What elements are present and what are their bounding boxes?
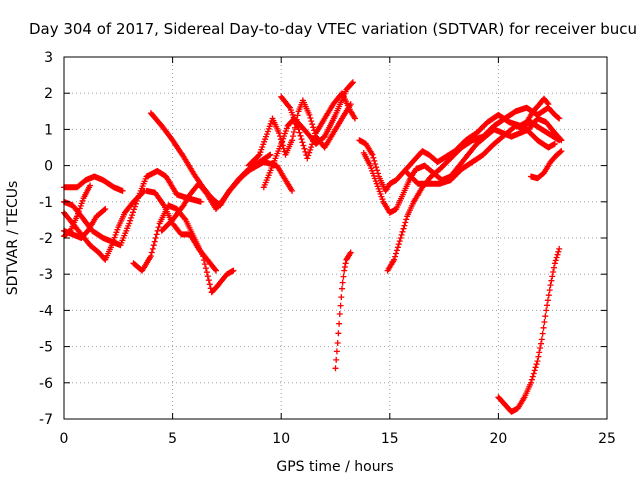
y-tick-label: 2	[44, 86, 53, 102]
y-tick-label: 3	[44, 50, 53, 66]
x-tick-label: 20	[489, 431, 507, 447]
data-series-markers	[360, 115, 565, 216]
data-series-markers	[130, 202, 237, 296]
x-tick-label: 15	[381, 431, 399, 447]
x-tick-label: 0	[60, 431, 69, 447]
y-tick-label: -5	[39, 340, 53, 356]
data-marks	[61, 79, 565, 415]
chart-title: Day 304 of 2017, Sidereal Day-to-day VTE…	[29, 20, 637, 38]
y-tick-label: -2	[39, 231, 53, 247]
axis-ticks: 0 5 10 15 20 25 -7 -6 -5 -4 -3 -2 -1 0 1 2 3	[39, 50, 616, 447]
data-series-markers	[528, 148, 565, 182]
data-series-markers	[332, 249, 354, 372]
y-tick-label: -7	[39, 412, 53, 428]
data-series-markers	[384, 104, 563, 274]
y-axis-label: SDTVAR / TECUs	[5, 181, 21, 296]
x-axis-label: GPS time / hours	[276, 459, 393, 475]
y-tick-label: 0	[44, 159, 53, 175]
y-tick-label: 1	[44, 122, 53, 138]
y-tick-label: -6	[39, 376, 53, 392]
x-tick-label: 5	[168, 431, 177, 447]
data-series-markers	[495, 245, 563, 415]
data-series-markers	[517, 95, 552, 129]
y-tick-label: -1	[39, 195, 53, 211]
data-series-markers	[143, 187, 219, 274]
data-series-markers	[61, 173, 126, 194]
data-series-markers	[278, 90, 358, 162]
y-tick-label: -4	[39, 303, 53, 319]
data-series-markers	[404, 122, 558, 187]
y-tick-label: -3	[39, 267, 53, 283]
data-series-markers	[158, 151, 274, 234]
x-tick-label: 10	[272, 431, 290, 447]
x-tick-label: 25	[598, 431, 616, 447]
